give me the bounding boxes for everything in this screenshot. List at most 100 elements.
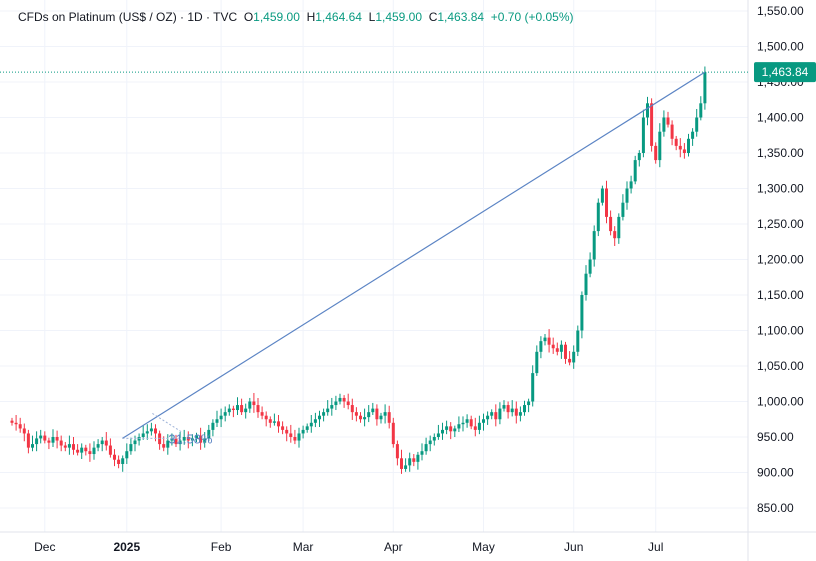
y-tick-label: 900.00	[757, 466, 794, 480]
candle-body	[695, 117, 699, 132]
candle-body	[18, 424, 22, 429]
candle-body	[305, 426, 309, 430]
measure-label: 31.58%	[168, 431, 213, 446]
candle-body	[129, 444, 133, 452]
y-tick-label: 950.00	[757, 430, 794, 444]
candle-body	[633, 160, 637, 182]
candle-body	[654, 145, 658, 161]
candle-body	[371, 408, 375, 413]
symbol-legend: CFDs on Platinum (US$ / OZ) · 1D · TVC O…	[18, 10, 574, 24]
candle-body	[436, 433, 440, 437]
candle-body	[637, 153, 641, 161]
candle-body	[584, 273, 588, 295]
candle-body	[318, 415, 321, 420]
candle-body	[658, 131, 662, 161]
candle-body	[203, 438, 207, 443]
candle-body	[104, 440, 108, 446]
candle-body	[428, 440, 432, 445]
candle-body	[166, 440, 170, 448]
candle-body	[420, 451, 424, 455]
candle-body	[289, 433, 293, 437]
symbol-title: CFDs on Platinum (US$ / OZ) · 1D · TVC	[18, 10, 238, 24]
candle-body	[227, 408, 231, 413]
candle-body	[145, 431, 149, 434]
candle-body	[326, 408, 330, 413]
candle-body	[14, 422, 18, 425]
candle-body	[703, 72, 707, 104]
candle-body	[268, 419, 272, 423]
candle-body	[543, 337, 547, 342]
y-tick-label: 1,150.00	[757, 288, 804, 302]
candle-body	[149, 428, 153, 432]
candle-body	[391, 422, 395, 445]
candle-body	[416, 454, 420, 462]
candle-body	[313, 419, 317, 423]
candle-body	[441, 429, 444, 434]
high-label: H	[306, 10, 316, 24]
low-label: L	[368, 10, 376, 24]
candle-body	[244, 408, 248, 413]
candle-body	[63, 445, 67, 448]
y-tick-label: 1,550.00	[757, 4, 804, 18]
candle-body	[96, 444, 100, 448]
candle-body	[92, 447, 96, 455]
candle-body	[687, 138, 690, 153]
x-tick-label: Mar	[293, 540, 314, 554]
candle-body	[211, 422, 215, 430]
candle-body	[293, 437, 297, 441]
candle-body	[367, 412, 371, 418]
candle-body	[231, 408, 235, 411]
candle-body	[383, 412, 387, 416]
candle-body	[547, 337, 551, 345]
candle-body	[625, 188, 629, 203]
y-tick-label: 1,050.00	[757, 359, 804, 373]
candle-body	[408, 458, 412, 466]
candle-body	[346, 401, 350, 406]
candle-body	[613, 231, 617, 239]
y-tick-label: 1,250.00	[757, 217, 804, 231]
candle-body	[260, 412, 264, 416]
candle-body	[387, 412, 391, 423]
candle-body	[465, 419, 469, 423]
candle-body	[424, 444, 428, 452]
candle-body	[215, 419, 219, 423]
candle-body	[108, 445, 112, 455]
candle-body	[621, 202, 625, 217]
candle-body	[666, 117, 670, 125]
high-value: 1,464.64	[315, 10, 362, 24]
candle-body	[477, 422, 481, 430]
candle-body	[359, 415, 362, 420]
candle-body	[564, 344, 567, 359]
candle-body	[400, 458, 403, 469]
candle-body	[354, 412, 358, 416]
change-value: +0.70 (+0.05%)	[490, 10, 574, 24]
candle-body	[72, 444, 75, 450]
candle-body	[186, 437, 190, 441]
x-tick-label: Dec	[34, 540, 55, 554]
y-tick-label: 1,500.00	[757, 40, 804, 54]
candle-body	[617, 216, 621, 239]
candle-body	[59, 440, 63, 446]
candle-body	[432, 437, 436, 441]
candle-body	[514, 408, 518, 416]
x-tick-label: 2025	[113, 540, 140, 554]
candle-body	[691, 131, 695, 139]
candle-body	[506, 405, 510, 413]
candle-body	[518, 412, 522, 416]
candle-body	[482, 419, 485, 423]
candle-body	[297, 433, 301, 441]
candle-body	[338, 397, 342, 402]
candle-body	[240, 405, 244, 413]
x-tick-label: Apr	[384, 540, 403, 554]
candle-body	[322, 412, 326, 416]
candle-body	[469, 419, 473, 427]
candle-body	[342, 397, 346, 402]
candle-body	[461, 422, 465, 425]
candle-body	[43, 435, 47, 441]
candle-body	[190, 438, 194, 441]
candle-body	[199, 435, 203, 443]
candle-body	[678, 145, 682, 150]
candle-body	[363, 417, 367, 420]
